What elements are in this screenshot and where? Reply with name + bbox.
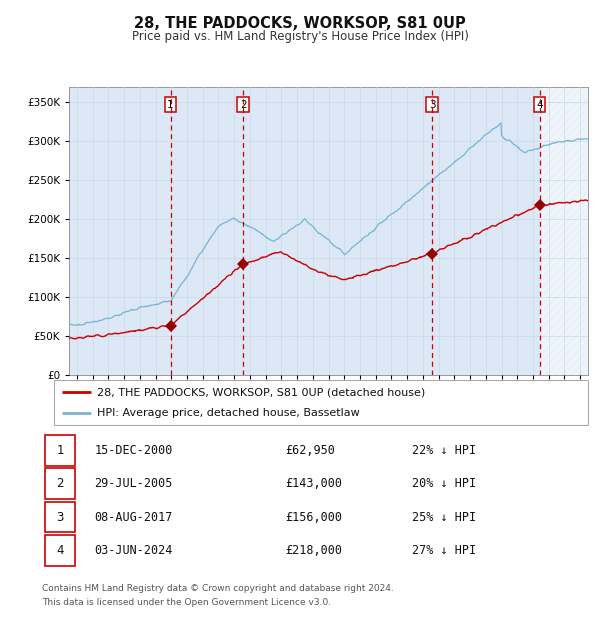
FancyBboxPatch shape [45, 468, 75, 499]
Text: £143,000: £143,000 [285, 477, 342, 490]
Text: Contains HM Land Registry data © Crown copyright and database right 2024.: Contains HM Land Registry data © Crown c… [42, 584, 394, 593]
Text: 28, THE PADDOCKS, WORKSOP, S81 0UP: 28, THE PADDOCKS, WORKSOP, S81 0UP [134, 16, 466, 30]
Text: HPI: Average price, detached house, Bassetlaw: HPI: Average price, detached house, Bass… [97, 407, 359, 418]
FancyBboxPatch shape [45, 535, 75, 566]
FancyBboxPatch shape [45, 502, 75, 533]
Text: £156,000: £156,000 [285, 511, 342, 523]
Text: 4: 4 [56, 544, 64, 557]
Text: 3: 3 [56, 511, 64, 523]
Text: 2: 2 [56, 477, 64, 490]
Text: Price paid vs. HM Land Registry's House Price Index (HPI): Price paid vs. HM Land Registry's House … [131, 30, 469, 43]
Text: 20% ↓ HPI: 20% ↓ HPI [412, 477, 476, 490]
Text: 2: 2 [240, 100, 247, 110]
Text: 1: 1 [56, 444, 64, 456]
FancyBboxPatch shape [54, 380, 588, 425]
Bar [539, 87, 588, 375]
FancyBboxPatch shape [45, 435, 75, 466]
Text: 25% ↓ HPI: 25% ↓ HPI [412, 511, 476, 523]
Text: 15-DEC-2000: 15-DEC-2000 [94, 444, 173, 456]
Text: 27% ↓ HPI: 27% ↓ HPI [412, 544, 476, 557]
Text: 29-JUL-2005: 29-JUL-2005 [94, 477, 173, 490]
Text: 22% ↓ HPI: 22% ↓ HPI [412, 444, 476, 456]
Text: 1: 1 [167, 100, 174, 110]
Text: This data is licensed under the Open Government Licence v3.0.: This data is licensed under the Open Gov… [42, 598, 331, 607]
Text: 3: 3 [429, 100, 436, 110]
Text: 28, THE PADDOCKS, WORKSOP, S81 0UP (detached house): 28, THE PADDOCKS, WORKSOP, S81 0UP (deta… [97, 387, 425, 397]
Text: 08-AUG-2017: 08-AUG-2017 [94, 511, 173, 523]
Text: 03-JUN-2024: 03-JUN-2024 [94, 544, 173, 557]
Text: £62,950: £62,950 [285, 444, 335, 456]
Text: 4: 4 [536, 100, 543, 110]
Text: £218,000: £218,000 [285, 544, 342, 557]
